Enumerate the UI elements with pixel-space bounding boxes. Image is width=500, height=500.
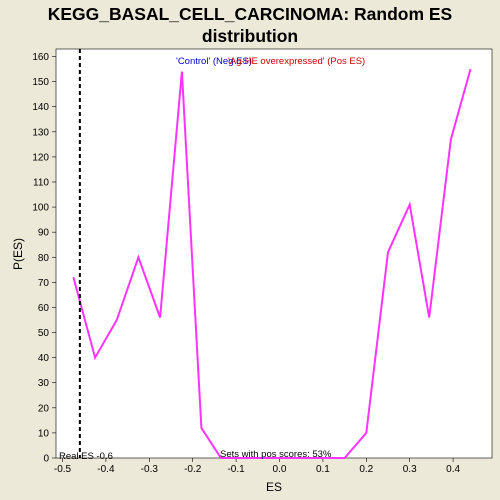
y-tick-label: 0 bbox=[43, 454, 49, 465]
y-tick-label: 40 bbox=[38, 353, 50, 364]
y-tick-label: 30 bbox=[38, 378, 50, 389]
y-tick-label: 80 bbox=[38, 253, 50, 264]
x-tick-label: -0.5 bbox=[54, 464, 72, 475]
x-axis-label: ES bbox=[266, 480, 282, 494]
series-line bbox=[72, 68, 472, 459]
y-tick-label: 150 bbox=[32, 77, 49, 88]
x-tick-label: 0.1 bbox=[316, 464, 330, 475]
pos-scores-label: Sets with pos scores: 53% bbox=[220, 449, 332, 460]
y-tick-label: 50 bbox=[38, 328, 50, 339]
x-tick-label: -0.1 bbox=[227, 464, 245, 475]
legend-neg-label: 'Control' (Neg ES) bbox=[176, 56, 252, 67]
real-es-label: Real ES -0.6 bbox=[59, 451, 113, 462]
x-axis-ticks: -0.5 -0.4 -0.3 -0.2 -0.1 0.0 0.1 0.2 0.3 0.4 bbox=[54, 458, 460, 475]
y-tick-label: 160 bbox=[32, 52, 49, 63]
x-tick-label: 0.0 bbox=[273, 464, 287, 475]
y-tick-label: 20 bbox=[38, 403, 50, 414]
chart-title-line2: distribution bbox=[202, 26, 298, 46]
series-layer bbox=[72, 68, 472, 459]
y-axis-label: P(ES) bbox=[11, 238, 25, 270]
y-tick-label: 100 bbox=[32, 203, 49, 214]
x-tick-label: -0.4 bbox=[97, 464, 115, 475]
x-tick-label: 0.4 bbox=[446, 464, 460, 475]
y-tick-label: 90 bbox=[38, 228, 50, 239]
legend-pos-label: 'Ag-HE overexpressed' (Pos ES) bbox=[228, 56, 365, 67]
x-tick-label: -0.2 bbox=[184, 464, 202, 475]
x-tick-label: 0.2 bbox=[359, 464, 373, 475]
chart-title-line1: KEGG_BASAL_CELL_CARCINOMA: Random ES bbox=[48, 4, 452, 24]
y-tick-label: 60 bbox=[38, 303, 50, 314]
y-tick-label: 120 bbox=[32, 152, 49, 163]
x-tick-label: 0.3 bbox=[403, 464, 417, 475]
y-axis-ticks: 0 10 20 30 40 50 60 70 80 90 100 110 120 130 140 150 160 bbox=[32, 52, 56, 465]
y-tick-label: 140 bbox=[32, 102, 49, 113]
y-tick-label: 70 bbox=[38, 278, 50, 289]
y-tick-label: 130 bbox=[32, 127, 49, 138]
y-tick-label: 110 bbox=[33, 177, 49, 188]
x-tick-label: -0.3 bbox=[141, 464, 159, 475]
plot-area bbox=[55, 48, 493, 459]
y-tick-label: 10 bbox=[38, 428, 50, 439]
